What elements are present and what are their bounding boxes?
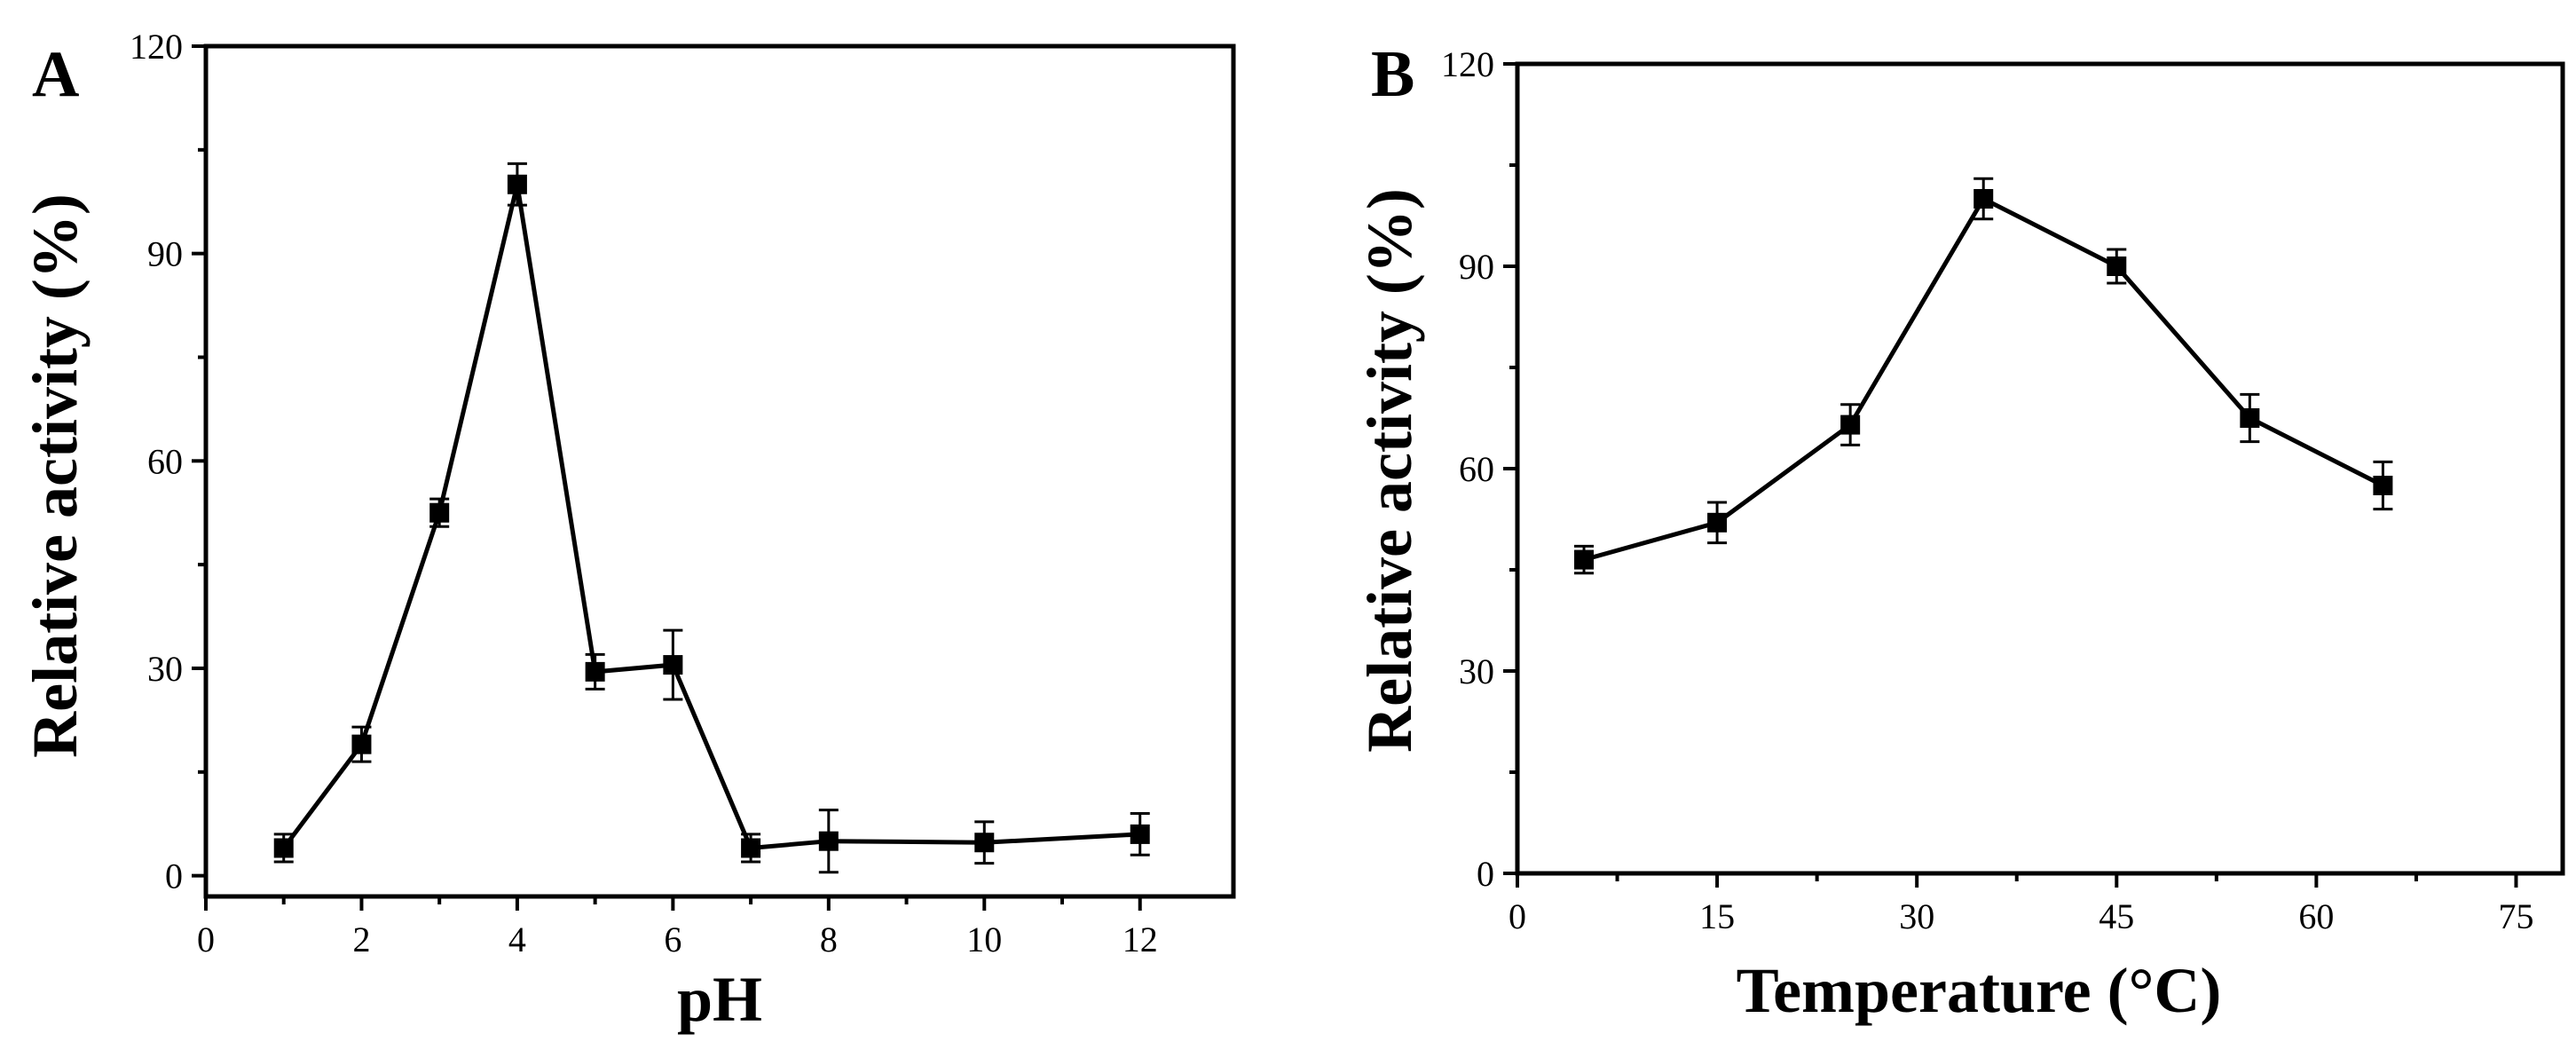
panel-b-data-point	[1574, 549, 1595, 570]
panel-a-y-tick-label: 90	[147, 234, 183, 274]
panel-b-y-tick-label: 90	[1459, 247, 1494, 287]
panel-a-data-point	[974, 833, 995, 853]
panel-a-x-tick-label: 12	[1123, 920, 1158, 959]
panel-b-data-point	[2373, 476, 2393, 495]
panel-a-letter: A	[32, 38, 79, 111]
panel-b-y-tick-label: 0	[1477, 854, 1494, 894]
panel-a-y-tick-label: 30	[147, 649, 183, 689]
panel-a-data-point	[507, 174, 527, 194]
panel-a-y-ticks: 0 30 60 90 120	[130, 27, 206, 896]
panel-a-y-tick-label: 0	[165, 856, 183, 896]
panel-a-data-point	[818, 831, 839, 851]
panel-b-y-tick-label: 60	[1459, 449, 1494, 489]
panel-b-x-ticks: 0 15 30 45 60 75	[1509, 873, 2533, 936]
panel-a-x-tick-label: 10	[966, 920, 1002, 959]
panel-a-x-tick-label: 0	[197, 920, 215, 959]
panel-b-data-point	[2240, 408, 2260, 428]
panel-a-data-point	[741, 838, 761, 858]
panel-a-x-tick-label: 6	[664, 920, 681, 959]
panel-a-x-tick-label: 2	[352, 920, 370, 959]
panel-a-data-point	[429, 502, 450, 523]
panel-b-x-axis-label: Temperature (°C)	[1737, 955, 2222, 1026]
panel-a-data-point	[585, 661, 605, 682]
panel-a-plot-frame	[203, 43, 1236, 899]
panel-b-y-tick-label: 30	[1459, 651, 1494, 691]
panel-a-ph-chart: A 0 2 4 6 8 10 12 0 30 60 90 120 pH Relative activ…	[20, 27, 1236, 1035]
panel-b-x-tick-label: 0	[1509, 896, 1526, 936]
panel-b-y-axis-label: Relative activity (%)	[1354, 188, 1425, 753]
panel-b-x-tick-label: 15	[1699, 896, 1735, 936]
panel-b-x-tick-label: 30	[1899, 896, 1934, 936]
panel-a-y-tick-label: 60	[147, 441, 183, 481]
panel-a-data-point	[273, 838, 294, 858]
panel-a-error-bars	[273, 162, 1150, 874]
panel-b-x-tick-label: 60	[2298, 896, 2334, 936]
panel-b-temperature-chart: B 0 15 30 45 60 75 0 30 60 90 120 Temperature (°C…	[1354, 38, 2565, 1026]
panel-a-markers	[273, 174, 1150, 858]
panel-b-x-tick-label: 75	[2498, 896, 2533, 936]
panel-a-x-tick-label: 8	[820, 920, 838, 959]
panel-b-x-tick-label: 45	[2099, 896, 2134, 936]
panel-a-y-axis-label: Relative activity (%)	[20, 193, 91, 758]
panel-b-letter: B	[1371, 38, 1414, 111]
panel-a-x-axis-label: pH	[677, 964, 762, 1035]
panel-b-y-tick-label: 120	[1441, 44, 1494, 84]
panel-b-markers	[1574, 189, 2393, 570]
panel-a-x-ticks: 0 2 4 6 8 10 12	[197, 896, 1158, 959]
panel-b-data-point	[2107, 257, 2127, 276]
panel-a-x-tick-label: 4	[508, 920, 526, 959]
panel-b-data-point	[1840, 414, 1861, 435]
panel-b-error-bars	[1574, 177, 2393, 575]
panel-b-data-point	[1707, 512, 1728, 533]
panel-a-data-point	[1130, 824, 1150, 844]
panel-a-series-line	[281, 184, 1140, 851]
panel-a-y-tick-label: 120	[130, 27, 183, 67]
panel-b-y-ticks: 0 30 60 90 120	[1441, 44, 1517, 894]
panel-b-data-point	[1973, 189, 1994, 209]
panel-b-plot-frame	[1515, 61, 2565, 876]
panel-a-data-point	[351, 734, 372, 754]
panel-a-data-point	[663, 655, 683, 675]
panel-b-series-line	[1583, 195, 2384, 563]
